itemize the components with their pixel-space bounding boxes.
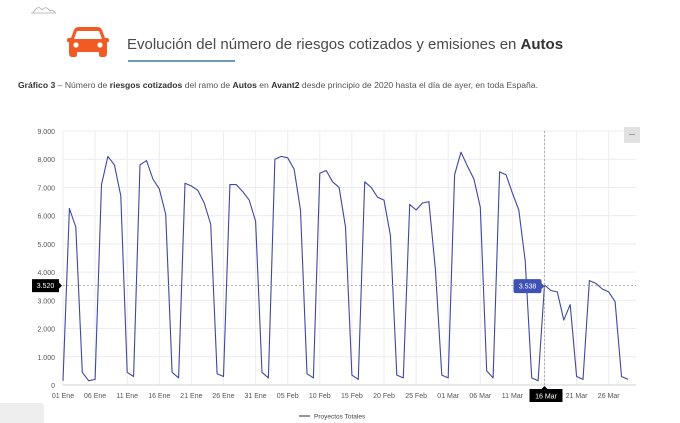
caption-bold: riesgos cotizados xyxy=(109,80,183,90)
x-tick-label: 20 Feb xyxy=(373,393,395,400)
series-line-proyectos-totales xyxy=(62,151,629,382)
caption-text: – Número de xyxy=(55,80,110,90)
point-tooltip-label: 3.538 xyxy=(519,284,537,291)
page-title: Evolución del número de riesgos cotizado… xyxy=(127,36,563,53)
y-tick-label: 0 xyxy=(51,383,55,390)
y-tick-label: 5.000 xyxy=(37,242,55,249)
y-tick-label: 1.000 xyxy=(37,355,55,362)
crosshair-y-label-arrow xyxy=(59,282,62,289)
title-text: Evolución del número de riesgos cotizado… xyxy=(127,36,521,53)
x-tick-label: 01 Mar xyxy=(437,393,459,400)
crosshair-x-label-arrow xyxy=(541,386,548,389)
y-tick-label: 9.000 xyxy=(37,129,55,136)
x-tick-label: 06 Mar xyxy=(469,393,491,400)
x-tick-label: 01 Ene xyxy=(52,393,74,400)
x-tick-label: 16 Ene xyxy=(148,393,170,400)
x-tick-label: 21 Ene xyxy=(180,393,202,400)
x-tick-label: 15 Feb xyxy=(341,393,363,400)
y-tick-label: 8.000 xyxy=(37,157,55,164)
caption-text: del ramo de xyxy=(182,80,233,90)
crosshair-y-label-box xyxy=(32,279,59,293)
x-tick-label: 26 Ene xyxy=(212,393,234,400)
x-tick-label: 21 Mar xyxy=(566,393,588,400)
x-tick-label: 11 Mar xyxy=(502,393,524,400)
point-tooltip-arrow xyxy=(541,283,545,290)
point-tooltip-box xyxy=(513,279,542,294)
caption-bold: Avant2 xyxy=(271,80,300,90)
legend-item-label: Proyectos Totales xyxy=(314,414,366,421)
caption-text: en xyxy=(256,80,272,90)
menu-icon xyxy=(629,134,635,135)
x-tick-label: 11 Ene xyxy=(116,393,138,400)
x-tick-label: 05 Feb xyxy=(277,393,299,400)
caption-bold: Autos xyxy=(232,80,257,90)
brand-logo xyxy=(31,7,56,14)
y-tick-label: 3.000 xyxy=(37,298,55,305)
car-icon xyxy=(67,27,109,57)
title-underline xyxy=(128,60,235,62)
caption-label: Gráfico 3 xyxy=(18,80,56,90)
caption-text: desde principio de 2020 hasta el día de … xyxy=(299,80,538,90)
x-tick-label: 06 Ene xyxy=(84,393,106,400)
crosshair-x-label: 16 Mar xyxy=(535,394,557,401)
crosshair-y-label: 3.520 xyxy=(37,283,55,290)
chart-menu-button[interactable] xyxy=(624,127,640,143)
x-tick-label: 31 Ene xyxy=(245,393,267,400)
corner-panel xyxy=(0,403,44,423)
y-tick-label: 4.000 xyxy=(37,270,55,277)
y-tick-label: 6.000 xyxy=(37,214,55,221)
x-tick-label: 26 Mar xyxy=(598,393,620,400)
crosshair-x-label-box xyxy=(529,389,563,402)
x-tick-label: 25 Feb xyxy=(405,393,427,400)
title-bold-text: Autos xyxy=(520,36,564,53)
y-tick-label: 2.000 xyxy=(37,327,55,334)
chart-caption: Gráfico 3 – Número de riesgos cotizados … xyxy=(18,80,538,90)
x-tick-label: 10 Feb xyxy=(309,393,331,400)
y-tick-label: 7.000 xyxy=(37,185,55,192)
